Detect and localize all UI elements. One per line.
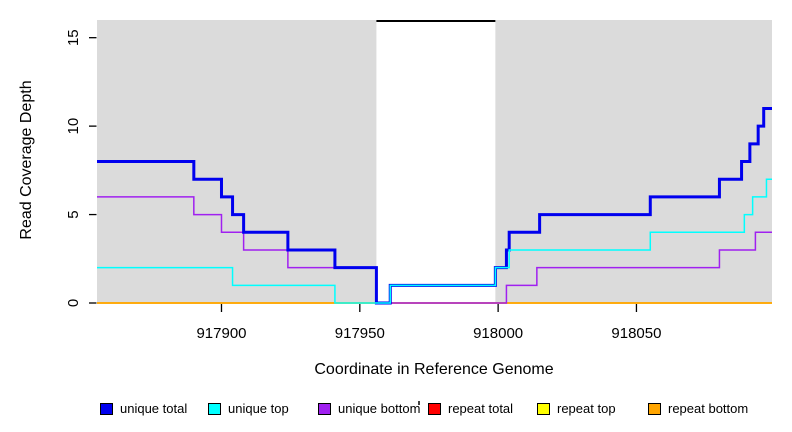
- series-line-unique-top: [97, 178, 772, 304]
- legend-item-unique-total: unique total: [100, 402, 187, 416]
- y-tick-label: 0: [65, 299, 82, 307]
- legend-label: unique total: [120, 401, 188, 416]
- y-axis-title: Read Coverage Depth: [18, 80, 35, 240]
- legend-label: unique top: [228, 401, 289, 416]
- legend-item-repeat-total: repeat total: [428, 402, 513, 416]
- legend-item-unique-bottom: unique bottom: [318, 402, 420, 416]
- x-tick-label: 918050: [611, 325, 661, 342]
- x-tick-label: 917900: [196, 325, 246, 342]
- repeat-total-swatch-icon: [428, 403, 441, 415]
- legend-label: repeat total: [448, 401, 514, 416]
- legend-item-repeat-bottom: repeat bottom: [648, 402, 748, 416]
- uncovered-region-band: [376, 20, 496, 303]
- x-axis-title: Coordinate in Reference Genome: [314, 361, 554, 378]
- legend-label: repeat bottom: [668, 401, 749, 416]
- repeat-bottom-swatch-icon: [648, 403, 661, 415]
- y-tick-label: 15: [65, 29, 82, 46]
- unique-total-swatch-icon: [100, 403, 113, 415]
- y-tick-label: 5: [65, 210, 82, 218]
- x-tick-label: 917950: [335, 325, 385, 342]
- legend-label: unique bottom: [338, 401, 421, 416]
- x-tick-label: 918000: [473, 325, 523, 342]
- legend-item-repeat-top: repeat top: [537, 402, 616, 416]
- legend-artifact-mark: [418, 401, 420, 405]
- unique-top-swatch-icon: [208, 403, 221, 415]
- legend-label: repeat top: [557, 401, 616, 416]
- legend-item-unique-top: unique top: [208, 402, 289, 416]
- unique-bottom-swatch-icon: [318, 403, 331, 415]
- y-tick-label: 10: [65, 118, 82, 135]
- repeat-top-swatch-icon: [537, 403, 550, 415]
